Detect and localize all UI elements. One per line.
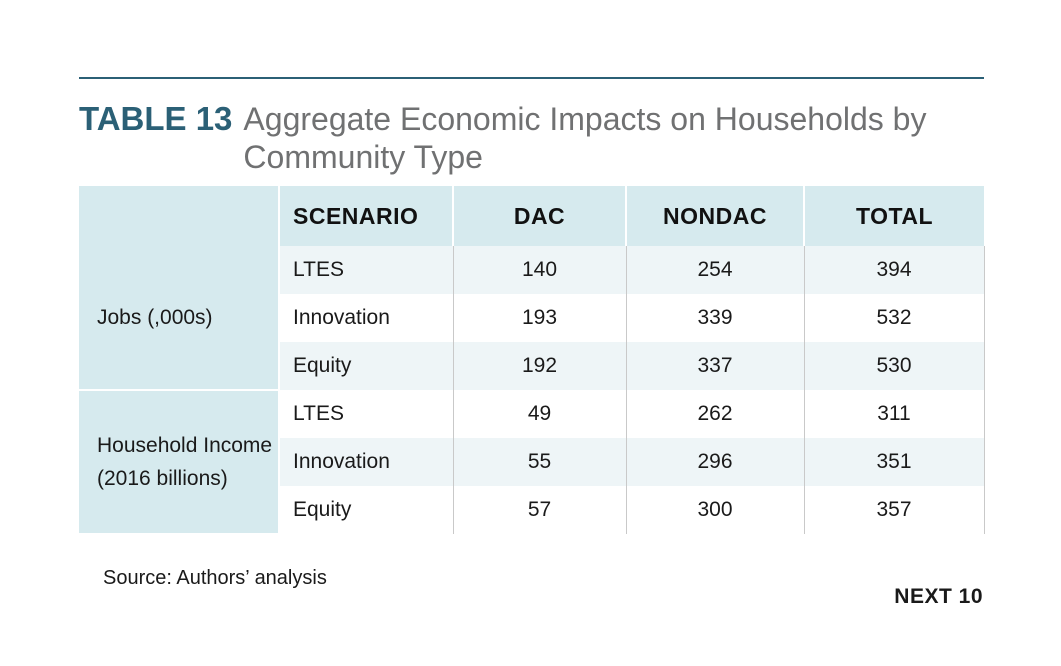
header-category [79,186,279,246]
cell-total: 357 [803,486,985,534]
cell-dac: 140 [452,246,626,294]
cell-scenario: LTES [278,390,453,438]
table-row: Innovation 193 339 532 [79,294,985,342]
header-total: TOTAL [803,186,984,246]
cell-scenario: Innovation [278,438,453,486]
table-row: Jobs (,000s) LTES 140 254 394 [79,246,985,391]
cell-scenario: Innovation [278,294,453,342]
cell-total: 351 [803,438,985,486]
category-jobs: Jobs (,000s) [79,246,279,391]
cell-total: 311 [803,390,985,438]
cell-nondac: 254 [625,246,804,294]
table-row: Equity 57 300 357 [79,486,985,534]
cell-dac: 57 [452,486,626,534]
table-caption: Aggregate Economic Impacts on Households… [243,101,927,175]
cell-nondac: 262 [625,390,804,438]
cell-nondac: 296 [625,438,804,486]
cell-dac: 49 [452,390,626,438]
title-rule [79,77,984,79]
cell-nondac: 337 [625,342,804,390]
category-household-income: Household Income (2016 billions) [79,390,279,535]
brand-logo-text: NEXT 10 [894,585,983,608]
table-row: Equity 192 337 530 [79,342,985,390]
cell-dac: 193 [452,294,626,342]
cell-total: 530 [803,342,985,390]
cell-total: 532 [803,294,985,342]
table-header-row: SCENARIO DAC NONDAC TOTAL [79,186,984,246]
economic-impacts-table: SCENARIO DAC NONDAC TOTAL Jobs (,000s) L… [79,186,985,535]
cell-scenario: Equity [278,342,453,390]
cell-dac: 55 [452,438,626,486]
cell-scenario: Equity [278,486,453,534]
cell-total: 394 [803,246,985,294]
source-note: Source: Authors’ analysis [103,567,327,589]
cell-nondac: 339 [625,294,804,342]
table-row: Innovation 55 296 351 [79,438,985,486]
header-scenario: SCENARIO [278,186,453,246]
data-table-container: SCENARIO DAC NONDAC TOTAL Jobs (,000s) L… [79,186,985,535]
cell-scenario: LTES [278,246,453,294]
cell-dac: 192 [452,342,626,390]
table-number: TABLE 13 [79,100,233,137]
table-title: TABLE 13 Aggregate Economic Impacts on H… [79,100,984,176]
table-row: Household Income (2016 billions) LTES 49… [79,390,985,535]
header-dac: DAC [452,186,626,246]
header-nondac: NONDAC [625,186,804,246]
cell-nondac: 300 [625,486,804,534]
